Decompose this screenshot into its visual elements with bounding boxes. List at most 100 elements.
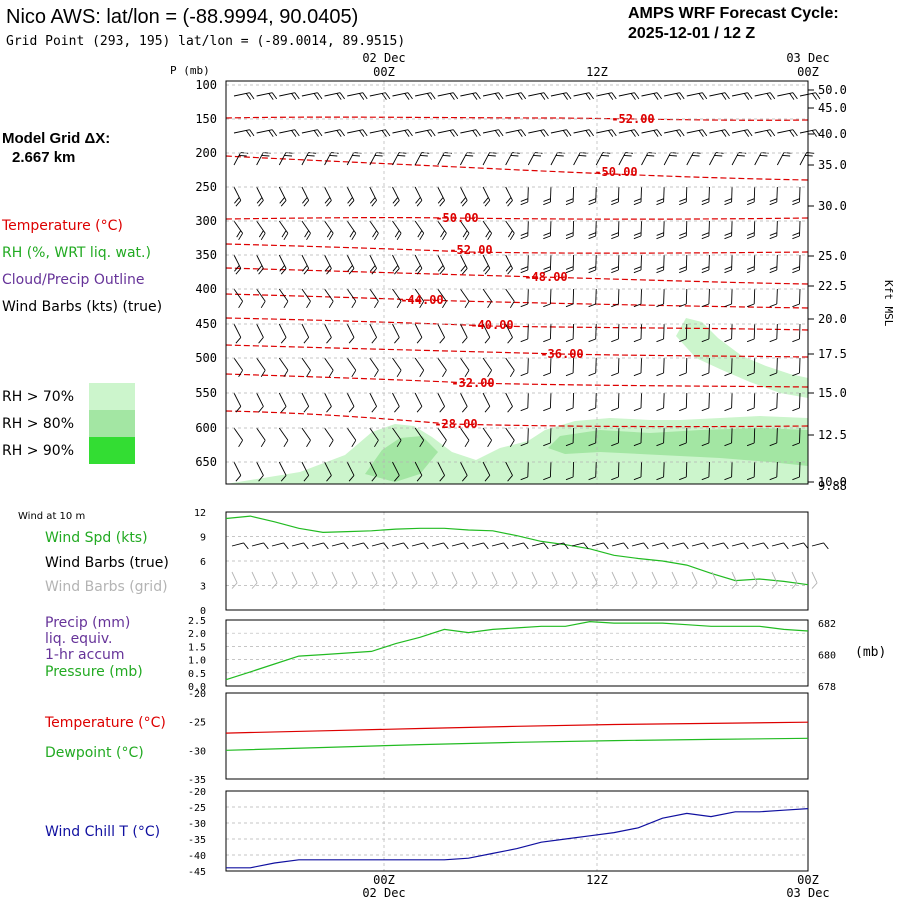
y-tick-label: -45	[188, 867, 206, 878]
wind-barb	[505, 186, 513, 207]
wind-barb	[391, 542, 409, 550]
wind-barb	[520, 220, 529, 240]
wind-barb	[611, 392, 620, 412]
wind-barb	[346, 392, 355, 413]
wind-barb	[278, 186, 287, 207]
wind-barb	[331, 542, 349, 550]
height-tick-label: 40.0	[818, 127, 847, 141]
wind-barb	[482, 392, 491, 413]
wind-barb	[543, 323, 552, 343]
wind-barb	[701, 220, 710, 240]
temperature-contour-label: -48.00	[524, 270, 567, 284]
wind-barb	[565, 392, 575, 412]
wind-barb	[392, 427, 402, 448]
y-tick-label: 1.0	[188, 656, 206, 667]
wind-barb	[746, 357, 756, 377]
y-tick-label: 2.0	[188, 629, 206, 640]
wind-barb	[701, 323, 710, 343]
wind-barb	[231, 571, 238, 589]
wind-barb	[543, 186, 552, 206]
wind-barb	[482, 254, 491, 275]
wind-barb	[505, 427, 515, 448]
wind-barb	[679, 254, 688, 274]
wind-barb	[482, 427, 492, 448]
wind-barb	[278, 323, 287, 344]
wind-barb	[520, 392, 529, 412]
wind-barb	[656, 357, 665, 377]
wind-barb	[346, 288, 357, 309]
wind-barb	[391, 571, 398, 589]
wind-barb	[746, 323, 756, 343]
wind-barb	[595, 152, 611, 166]
wind-barb	[324, 323, 332, 344]
isotherm-8	[225, 344, 809, 358]
top-tick-00z-1: 00Z	[373, 65, 395, 79]
temperature-contours	[225, 116, 809, 428]
rh80-swatch	[89, 410, 135, 437]
wind-barb	[731, 571, 738, 589]
wind-barb	[411, 571, 418, 589]
wind-barb	[769, 392, 778, 412]
wind-barb	[588, 323, 597, 343]
wind-barb	[437, 392, 446, 413]
wind-barb	[414, 288, 425, 309]
wind-barb	[588, 220, 597, 240]
wind-barb	[256, 461, 264, 482]
height-tick-label: 50.0	[818, 83, 847, 97]
wind-barb	[528, 129, 549, 137]
wind-barb	[551, 571, 558, 589]
wind-barb	[679, 392, 688, 412]
wind-barb	[459, 254, 468, 275]
wind-barb	[279, 92, 300, 100]
wind-barb	[371, 571, 378, 589]
wind-barb	[701, 392, 710, 412]
wind-barb	[324, 461, 332, 482]
wind-barb	[271, 571, 278, 589]
wind-barb	[611, 186, 620, 206]
wind-barb	[437, 461, 446, 482]
height-tick-label: 25.0	[818, 249, 847, 263]
wind-barb	[251, 542, 269, 550]
wind-barb	[746, 427, 756, 447]
pressure-tick-label: 650	[195, 455, 217, 469]
pressure-tick-label: 550	[195, 386, 217, 400]
wind-barb	[301, 461, 310, 482]
wind-barb	[414, 427, 425, 448]
wind-barb	[324, 152, 339, 166]
wind-barb	[701, 186, 710, 206]
wind-barb	[792, 254, 801, 274]
wind-barb	[324, 92, 345, 100]
wind-barb	[431, 542, 449, 550]
wind-barb	[505, 254, 513, 275]
wind-barb	[460, 129, 481, 137]
wind-caption: Wind at 10 m	[18, 511, 85, 522]
wind-barb	[565, 357, 575, 377]
pressure-tick-label: 150	[195, 112, 217, 126]
wind-barb	[711, 542, 729, 550]
isotherm-2	[225, 155, 809, 181]
wind-barb	[588, 254, 597, 274]
wind-barb	[573, 92, 594, 100]
y-tick-label: -35	[188, 775, 206, 786]
rh90-label: RH > 90%	[2, 443, 74, 459]
pressure-tick-label: 250	[195, 180, 217, 194]
wind-barb	[505, 92, 527, 100]
wind-barb	[531, 571, 538, 589]
wind-barb	[611, 220, 620, 240]
wind-barbs-grid-label: Wind Barbs (grid)	[45, 579, 168, 595]
wind-barb	[611, 254, 620, 274]
height-tick-label: 35.0	[818, 158, 847, 172]
wind-barb	[724, 427, 733, 447]
y-tick-label: 0.5	[188, 669, 206, 680]
wind-barb	[437, 427, 447, 448]
precip-label: Precip (mm)	[45, 615, 130, 631]
model-grid-label: Model Grid ΔX:	[2, 130, 110, 147]
wind-barb	[611, 323, 620, 343]
wind-barb	[520, 427, 529, 447]
wind-barb	[460, 92, 481, 100]
wind-barb	[754, 92, 776, 100]
wind-barb	[505, 357, 515, 378]
pressure-tick-label: 200	[195, 146, 217, 160]
wind-barb	[437, 186, 446, 207]
wind-barb	[459, 392, 468, 413]
